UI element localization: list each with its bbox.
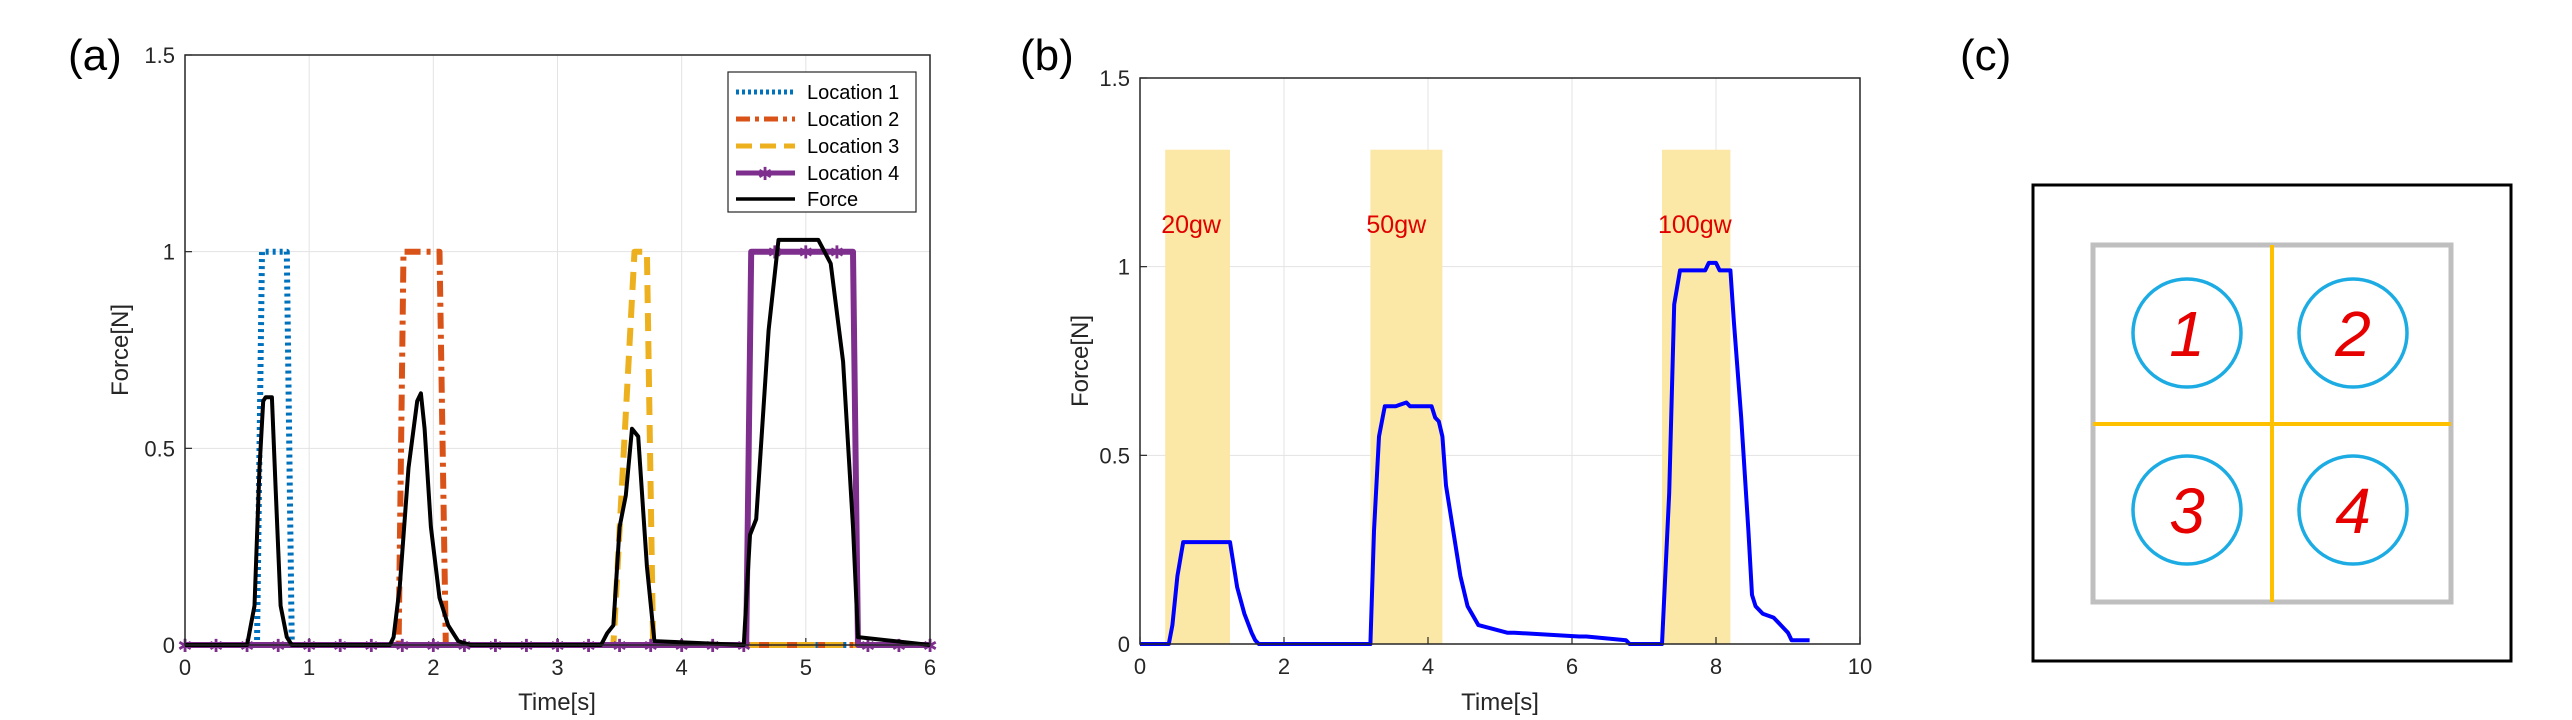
series-marker-a-location-4: ✱	[395, 636, 410, 657]
diagram-c: (c) 1 2 3 4	[1960, 31, 2513, 663]
series-marker-a-location-4: ✱	[426, 636, 441, 657]
legend-a: Location 1 Location 2 Location 3 ✱ Locat…	[727, 71, 917, 213]
legend-marker-location-4: ✱	[757, 164, 772, 185]
series-marker-a-location-4: ✱	[705, 636, 720, 657]
x-tick-label-a-2: 2	[427, 655, 439, 680]
chart-a: (a) 0 1 2 3 4 5 600.511.5 ✱ ✱ ✱ ✱ ✱ ✱ ✱ ✱ ✱ ✱ ✱ ✱ ✱ ✱ ✱ ✱ ✱ ✱ ✱✱…	[68, 31, 938, 716]
plot-frame-b	[1139, 77, 1861, 645]
y-tick-label-b-1: 0.5	[1099, 443, 1130, 468]
axis-ticks-b: 0 2 4 6 8 10 0 0.5 1 1.5	[1099, 66, 1872, 679]
y-tick-label-a-2: 1	[163, 240, 175, 265]
x-tick-label-b-5: 10	[1848, 654, 1872, 679]
location-3-number: 3	[2169, 475, 2205, 547]
shaded-region-2	[1370, 149, 1443, 644]
series-marker-a-location-4: ✱	[612, 636, 627, 657]
location-4-number: 4	[2335, 475, 2371, 547]
y-axis-label-a: Force[N]	[107, 304, 134, 396]
y-tick-label-b-2: 1	[1118, 255, 1130, 280]
x-tick-label-a-6: 6	[924, 655, 936, 680]
series-line-b-force	[1140, 260, 1810, 646]
y-tick-label-b-0: 0	[1118, 632, 1130, 657]
x-tick-label-b-0: 0	[1134, 654, 1146, 679]
location-4-circle	[2297, 454, 2409, 566]
region-label-1: 20gw	[1161, 211, 1222, 239]
x-tick-label-b-2: 4	[1422, 654, 1434, 679]
legend-box-a	[727, 71, 917, 213]
axis-ticks-a: 0 1 2 3 4 5 6 0 0.5 1 1.5	[144, 43, 936, 680]
plot-series-b	[1140, 260, 1810, 646]
x-tick-label-a-0: 0	[179, 655, 191, 680]
x-tick-label-a-3: 3	[551, 655, 563, 680]
x-tick-label-a-1: 1	[303, 655, 315, 680]
series-marker-a-location-4: ✱	[829, 243, 844, 264]
location-2-circle	[2297, 277, 2409, 389]
region-label-2: 50gw	[1366, 211, 1427, 239]
y-tick-label-a-1: 0.5	[144, 436, 175, 461]
location-1-number: 1	[2169, 298, 2205, 370]
x-axis-label-a: Time[s]	[518, 689, 596, 716]
plot-frame-a	[184, 54, 931, 646]
y-tick-label-a-0: 0	[163, 633, 175, 658]
series-line-a-force	[185, 237, 931, 647]
panel-label-a: (a)	[68, 31, 122, 80]
legend-label-location-4: Location 4	[807, 163, 899, 185]
series-marker-a-location-4: ✱	[674, 636, 689, 657]
location-2-number: 2	[2334, 298, 2371, 370]
legend-label-force: Force	[807, 189, 858, 211]
x-tick-label-b-1: 2	[1278, 654, 1290, 679]
series-marker-a-location-4: ✱	[922, 636, 937, 657]
x-tick-label-a-5: 5	[800, 655, 812, 680]
location-1-circle	[2131, 277, 2243, 389]
x-tick-label-a-4: 4	[676, 655, 688, 680]
region-label-3: 100gw	[1658, 211, 1733, 239]
series-marker-a-location-4: ✱	[860, 636, 875, 657]
legend-label-location-3: Location 3	[807, 136, 899, 158]
legend-label-location-1: Location 1	[807, 82, 899, 104]
x-tick-label-b-4: 8	[1710, 654, 1722, 679]
y-tick-label-b-3: 1.5	[1099, 66, 1130, 91]
panel-label-c: (c)	[1960, 31, 2011, 80]
location-3-circle	[2131, 454, 2243, 566]
panel-label-b: (b)	[1020, 31, 1074, 80]
chart-b: (b) 20gw 50gw 100gw 0 2 4 6 8 10 0 0.5 1 1.5 Time[s…	[1020, 31, 1872, 716]
series-marker-a-location-4: ✱	[798, 243, 813, 264]
y-tick-label-a-3: 1.5	[144, 43, 175, 68]
x-tick-label-b-3: 6	[1566, 654, 1578, 679]
legend-label-location-2: Location 2	[807, 109, 899, 131]
shaded-region-1	[1165, 149, 1230, 644]
x-axis-label-b: Time[s]	[1461, 689, 1539, 716]
y-axis-label-b: Force[N]	[1067, 315, 1094, 407]
series-marker-a-location-4: ✱	[271, 636, 286, 657]
